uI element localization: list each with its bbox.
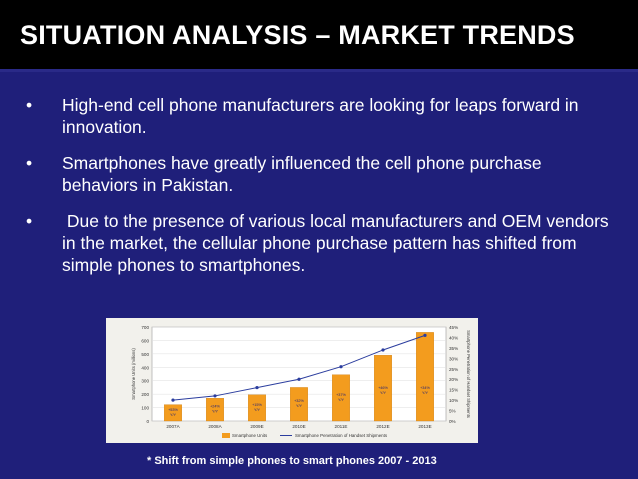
penetration-point-2010E [297,377,301,381]
y-tick-label: 0 [146,419,149,424]
y2-tick-label: 5% [449,409,456,414]
bar-growth-label: +37% [336,393,346,397]
smartphone-chart: 0 100 200 300 400 500 600 700 0% 5% 10% 15% 20% 25% 30… [131,325,471,438]
y2-tick-label: 40% [449,335,458,340]
bar-growth-label: +24% [210,405,220,409]
penetration-point-2008A [213,394,217,398]
legend-bar-swatch [222,433,230,438]
bar-growth-label: Y/Y [254,408,261,412]
bar-growth-label: Y/Y [338,398,345,402]
legend-bar-label: Smartphone Units [232,433,268,438]
bar-2009E [248,394,266,422]
x-tick-label: 2011E [335,424,348,429]
y2-tick-label: 20% [449,377,458,382]
y-tick-label: 200 [141,392,149,397]
y-tick-label: 100 [141,406,149,411]
title-bar: SITUATION ANALYSIS – MARKET TRENDS [0,0,638,72]
y2-tick-label: 45% [449,325,458,330]
x-tick-label: 2007A [166,424,180,429]
bullet-text: High-end cell phone manufacturers are lo… [62,95,579,137]
bar-growth-label: Y/Y [422,391,429,395]
bar-growth-label: +53% [168,408,178,412]
x-tick-label: 2013E [418,424,431,429]
y-tick-label: 700 [141,325,149,330]
bar-2010E [290,387,308,422]
bar-growth-label: +32% [294,399,304,403]
bullet-list: • High-end cell phone manufacturers are … [26,94,616,290]
bullet-item: • Smartphones have greatly influenced th… [26,152,616,196]
bullet-text: Due to the presence of various local man… [62,211,614,275]
penetration-point-2007A [171,398,175,402]
bar-growth-label: +34% [420,386,430,390]
bar-2007A [164,404,182,422]
penetration-point-2009E [255,385,259,390]
chart-caption: * Shift from simple phones to smart phon… [147,455,437,467]
x-tick-label: 2010E [292,424,305,429]
y2-tick-label: 10% [449,398,458,403]
y2-tick-label: 0% [449,419,456,424]
x-tick-label: 2012E [376,424,389,429]
y2-tick-label: 15% [449,388,458,393]
legend-line-label: Smartphone Penetration of Handset Shipme… [295,433,388,438]
y2-tick-label: 30% [449,356,458,361]
penetration-point-2011E [339,365,343,369]
x-tick-label: 2008A [208,424,222,429]
y-tick-label: 500 [141,352,149,357]
penetration-point-2013E [423,333,427,337]
bullet-marker: • [26,153,33,173]
bar-2011E [332,374,350,422]
bullet-marker: • [26,95,33,115]
bar-growth-label: Y/Y [296,404,303,408]
y2-tick-label: 35% [449,346,458,351]
bullet-marker: • [26,211,33,231]
y-tick-label: 400 [141,365,149,370]
y2-tick-label: 25% [449,367,458,372]
bullet-item: • Due to the presence of various local m… [26,210,616,276]
y2-axis-label: Smartphone Penetration of Handset Shipme… [466,330,471,418]
x-tick-label: 2009E [250,424,263,429]
chart-panel: 0 100 200 300 400 500 600 700 0% 5% 10% 15% 20% 25% 30… [106,318,478,443]
y-tick-label: 300 [141,379,149,384]
bar-growth-label: Y/Y [212,410,219,414]
bullet-text: Smartphones have greatly influenced the … [62,153,542,195]
penetration-point-2012E [381,348,385,352]
bar-2008A [206,398,224,422]
bar-growth-label: +15% [252,403,262,407]
bar-growth-label: +46% [378,386,388,390]
y-tick-label: 600 [141,338,149,343]
bullet-item: • High-end cell phone manufacturers are … [26,94,616,138]
slide-title: SITUATION ANALYSIS – MARKET TRENDS [20,20,575,50]
bar-2013E [416,332,434,422]
bar-growth-label: Y/Y [170,413,177,417]
bar-2012E [374,355,392,422]
y-axis-label: Smartphone Units (millions) [131,348,136,400]
bar-growth-label: Y/Y [380,391,387,395]
